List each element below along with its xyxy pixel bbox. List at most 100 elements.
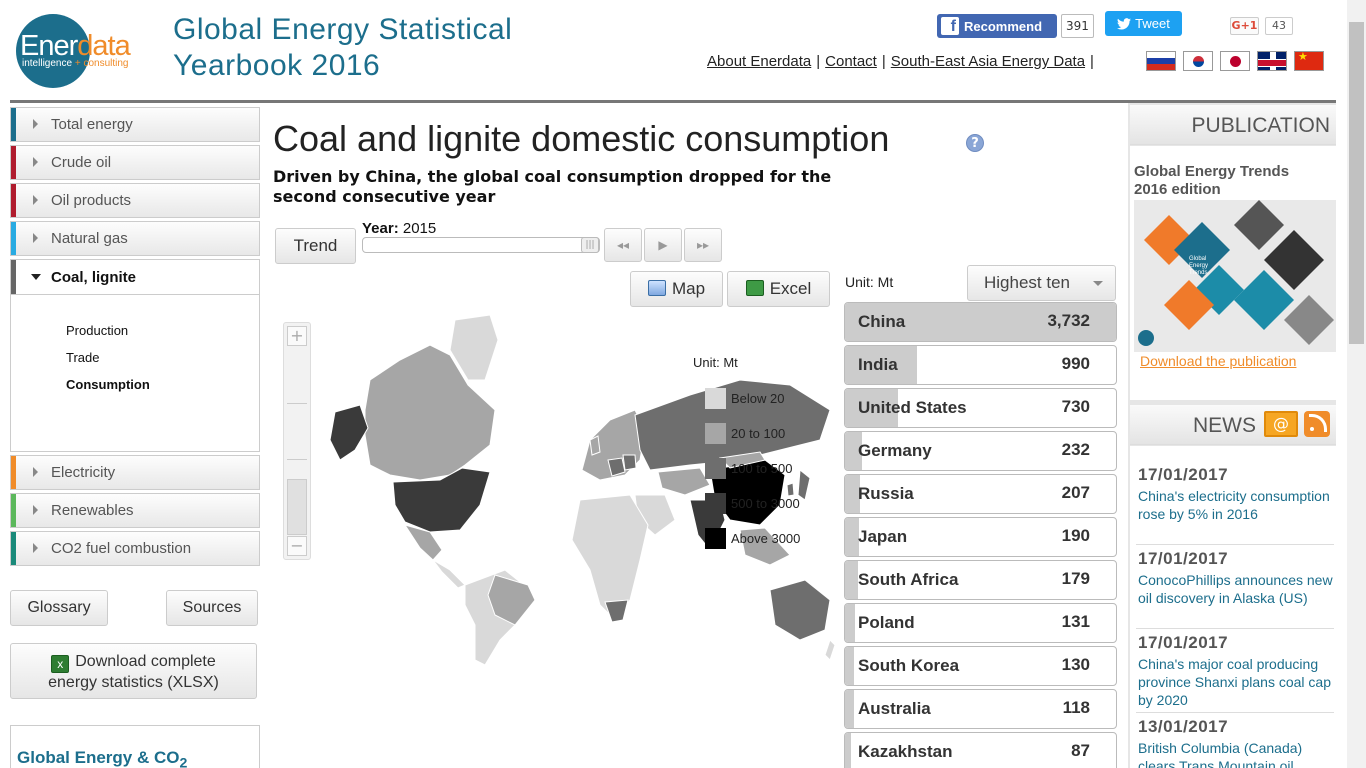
map-central-america <box>432 559 466 589</box>
south-east-asia-link[interactable]: South-East Asia Energy Data <box>890 53 1086 70</box>
sources-button[interactable]: Sources <box>166 590 258 626</box>
ranking-row[interactable]: Poland 131 <box>844 603 1117 643</box>
rewind-button[interactable]: ◂◂ <box>604 228 642 262</box>
legend-swatch <box>705 457 726 479</box>
ranking-value: 87 <box>1071 741 1090 760</box>
world-choropleth-map[interactable] <box>290 300 835 670</box>
ranking-row[interactable]: India 990 <box>844 345 1117 385</box>
news-item[interactable]: 17/01/2017 ConocoPhillips announces new … <box>1138 549 1333 606</box>
uk-flag-icon[interactable] <box>1257 51 1287 71</box>
legend-row: Above 3000 <box>705 527 835 549</box>
map-view-button[interactable]: Map <box>630 271 723 307</box>
zoom-in-button[interactable]: + <box>287 326 307 346</box>
ranking-bar <box>845 561 858 599</box>
map-uk <box>589 435 601 456</box>
download-xlsx-button[interactable]: x Download complete energy statistics (XL… <box>10 643 257 699</box>
facebook-recommend-button[interactable]: f Recommend <box>937 14 1057 38</box>
news-item[interactable]: 17/01/2017 China's electricity consumpti… <box>1138 465 1330 522</box>
ranking-row[interactable]: United States 730 <box>844 388 1117 428</box>
scrollbar-thumb[interactable] <box>1349 22 1364 344</box>
publication-title[interactable]: Global Energy Trends 2016 edition <box>1134 163 1290 198</box>
enerdata-logo[interactable]: Enerdata intelligence + consulting <box>16 14 166 88</box>
page-subtitle: Driven by China, the global coal consump… <box>273 167 832 206</box>
global-energy-co2-title[interactable]: Global Energy & CO2 <box>17 748 188 768</box>
svg-text:Trends: Trends <box>1189 270 1207 276</box>
nav-renewables[interactable]: Renewables <box>10 493 260 528</box>
forward-button[interactable]: ▸▸ <box>684 228 722 262</box>
ranking-bar <box>845 690 854 728</box>
subnav-trade[interactable]: Trade <box>66 350 100 365</box>
nav-crude-oil[interactable]: Crude oil <box>10 145 260 180</box>
google-plus-button[interactable]: G+1 <box>1230 17 1259 35</box>
trend-button[interactable]: Trend <box>275 228 356 264</box>
nav-co2-fuel-combustion[interactable]: CO2 fuel combustion <box>10 531 260 566</box>
zoom-out-button[interactable]: − <box>287 536 307 556</box>
glossary-button[interactable]: Glossary <box>10 590 108 626</box>
news-body <box>1130 446 1336 768</box>
ranking-row[interactable]: Germany 232 <box>844 431 1117 471</box>
ranking-row[interactable]: China 3,732 <box>844 302 1117 342</box>
ranking-country: India <box>858 355 898 374</box>
contact-link[interactable]: Contact <box>825 53 877 70</box>
nav-oil-products[interactable]: Oil products <box>10 183 260 218</box>
ranking-bar <box>845 432 862 470</box>
publication-cover[interactable]: Global Energy Trends <box>1134 200 1336 352</box>
ranking-bar <box>845 346 917 384</box>
twitter-bird-icon <box>1117 17 1132 30</box>
about-enerdata-link[interactable]: About Enerdata <box>707 53 812 70</box>
nav-coal-lignite[interactable]: Coal, lignite <box>10 259 260 294</box>
ranking-bar <box>845 303 1116 341</box>
ranking-select[interactable]: Highest ten <box>967 265 1116 301</box>
ranking-row[interactable]: Kazakhstan 87 <box>844 732 1117 768</box>
nav-natural-gas[interactable]: Natural gas <box>10 221 260 256</box>
year-slider[interactable]: ||| <box>362 237 600 253</box>
year-slider-handle[interactable]: ||| <box>581 237 599 253</box>
top-links: About Enerdata | Contact | South-East Asia E… <box>707 53 1094 70</box>
play-button[interactable]: ▶ <box>644 228 682 262</box>
nav-electricity[interactable]: Electricity <box>10 455 260 490</box>
help-icon[interactable]: ? <box>966 134 984 152</box>
ranking-bar <box>845 733 852 768</box>
ranking-value: 190 <box>1061 526 1090 545</box>
excel-export-button[interactable]: Excel <box>727 271 830 307</box>
site-title[interactable]: Global Energy Statistical Yearbook 2016 <box>173 13 513 82</box>
ranking-country: United States <box>858 398 967 417</box>
subnav-consumption[interactable]: Consumption <box>66 377 150 392</box>
ranking-row[interactable]: Australia 118 <box>844 689 1117 729</box>
logo-circle <box>16 14 90 88</box>
nav-total-energy[interactable]: Total energy <box>10 107 260 142</box>
ranking-row[interactable]: South Korea 130 <box>844 646 1117 686</box>
legend-swatch <box>705 422 726 444</box>
korea-flag-icon[interactable] <box>1183 51 1213 71</box>
tweet-button[interactable]: Tweet <box>1105 11 1182 36</box>
map-kazakhstan <box>657 467 711 496</box>
russia-flag-icon[interactable] <box>1146 51 1176 71</box>
chevron-right-icon <box>33 505 38 515</box>
page-scrollbar[interactable] <box>1347 0 1366 768</box>
map-icon <box>647 280 666 296</box>
subnav-production[interactable]: Production <box>66 323 129 338</box>
ranking-country: Australia <box>858 699 931 718</box>
email-subscribe-icon[interactable]: @ <box>1264 411 1298 437</box>
google-plus-count: 43 <box>1265 17 1293 35</box>
map-brazil <box>487 574 536 626</box>
rss-icon[interactable] <box>1304 411 1330 437</box>
ranking-row[interactable]: Russia 207 <box>844 474 1117 514</box>
news-item[interactable]: 17/01/2017 China's major coal producing … <box>1138 633 1332 708</box>
ranking-row[interactable]: South Africa 179 <box>844 560 1117 600</box>
china-flag-icon[interactable] <box>1294 51 1324 71</box>
zoom-slider-handle[interactable] <box>287 479 307 535</box>
ranking-value: 131 <box>1061 612 1090 631</box>
ranking-value: 3,732 <box>1047 311 1090 330</box>
download-publication-link[interactable]: Download the publication <box>1140 353 1297 369</box>
news-item[interactable]: 13/01/2017 British Columbia (Canada) cle… <box>1138 717 1303 768</box>
ranking-value: 990 <box>1061 354 1090 373</box>
coal-subnav: Production Trade Consumption <box>10 294 260 452</box>
ranking-value: 207 <box>1061 483 1090 502</box>
chevron-right-icon <box>33 157 38 167</box>
ranking-row[interactable]: Japan 190 <box>844 517 1117 557</box>
japan-flag-icon[interactable] <box>1220 51 1250 71</box>
ranking-value: 130 <box>1061 655 1090 674</box>
map-russia <box>634 379 831 471</box>
